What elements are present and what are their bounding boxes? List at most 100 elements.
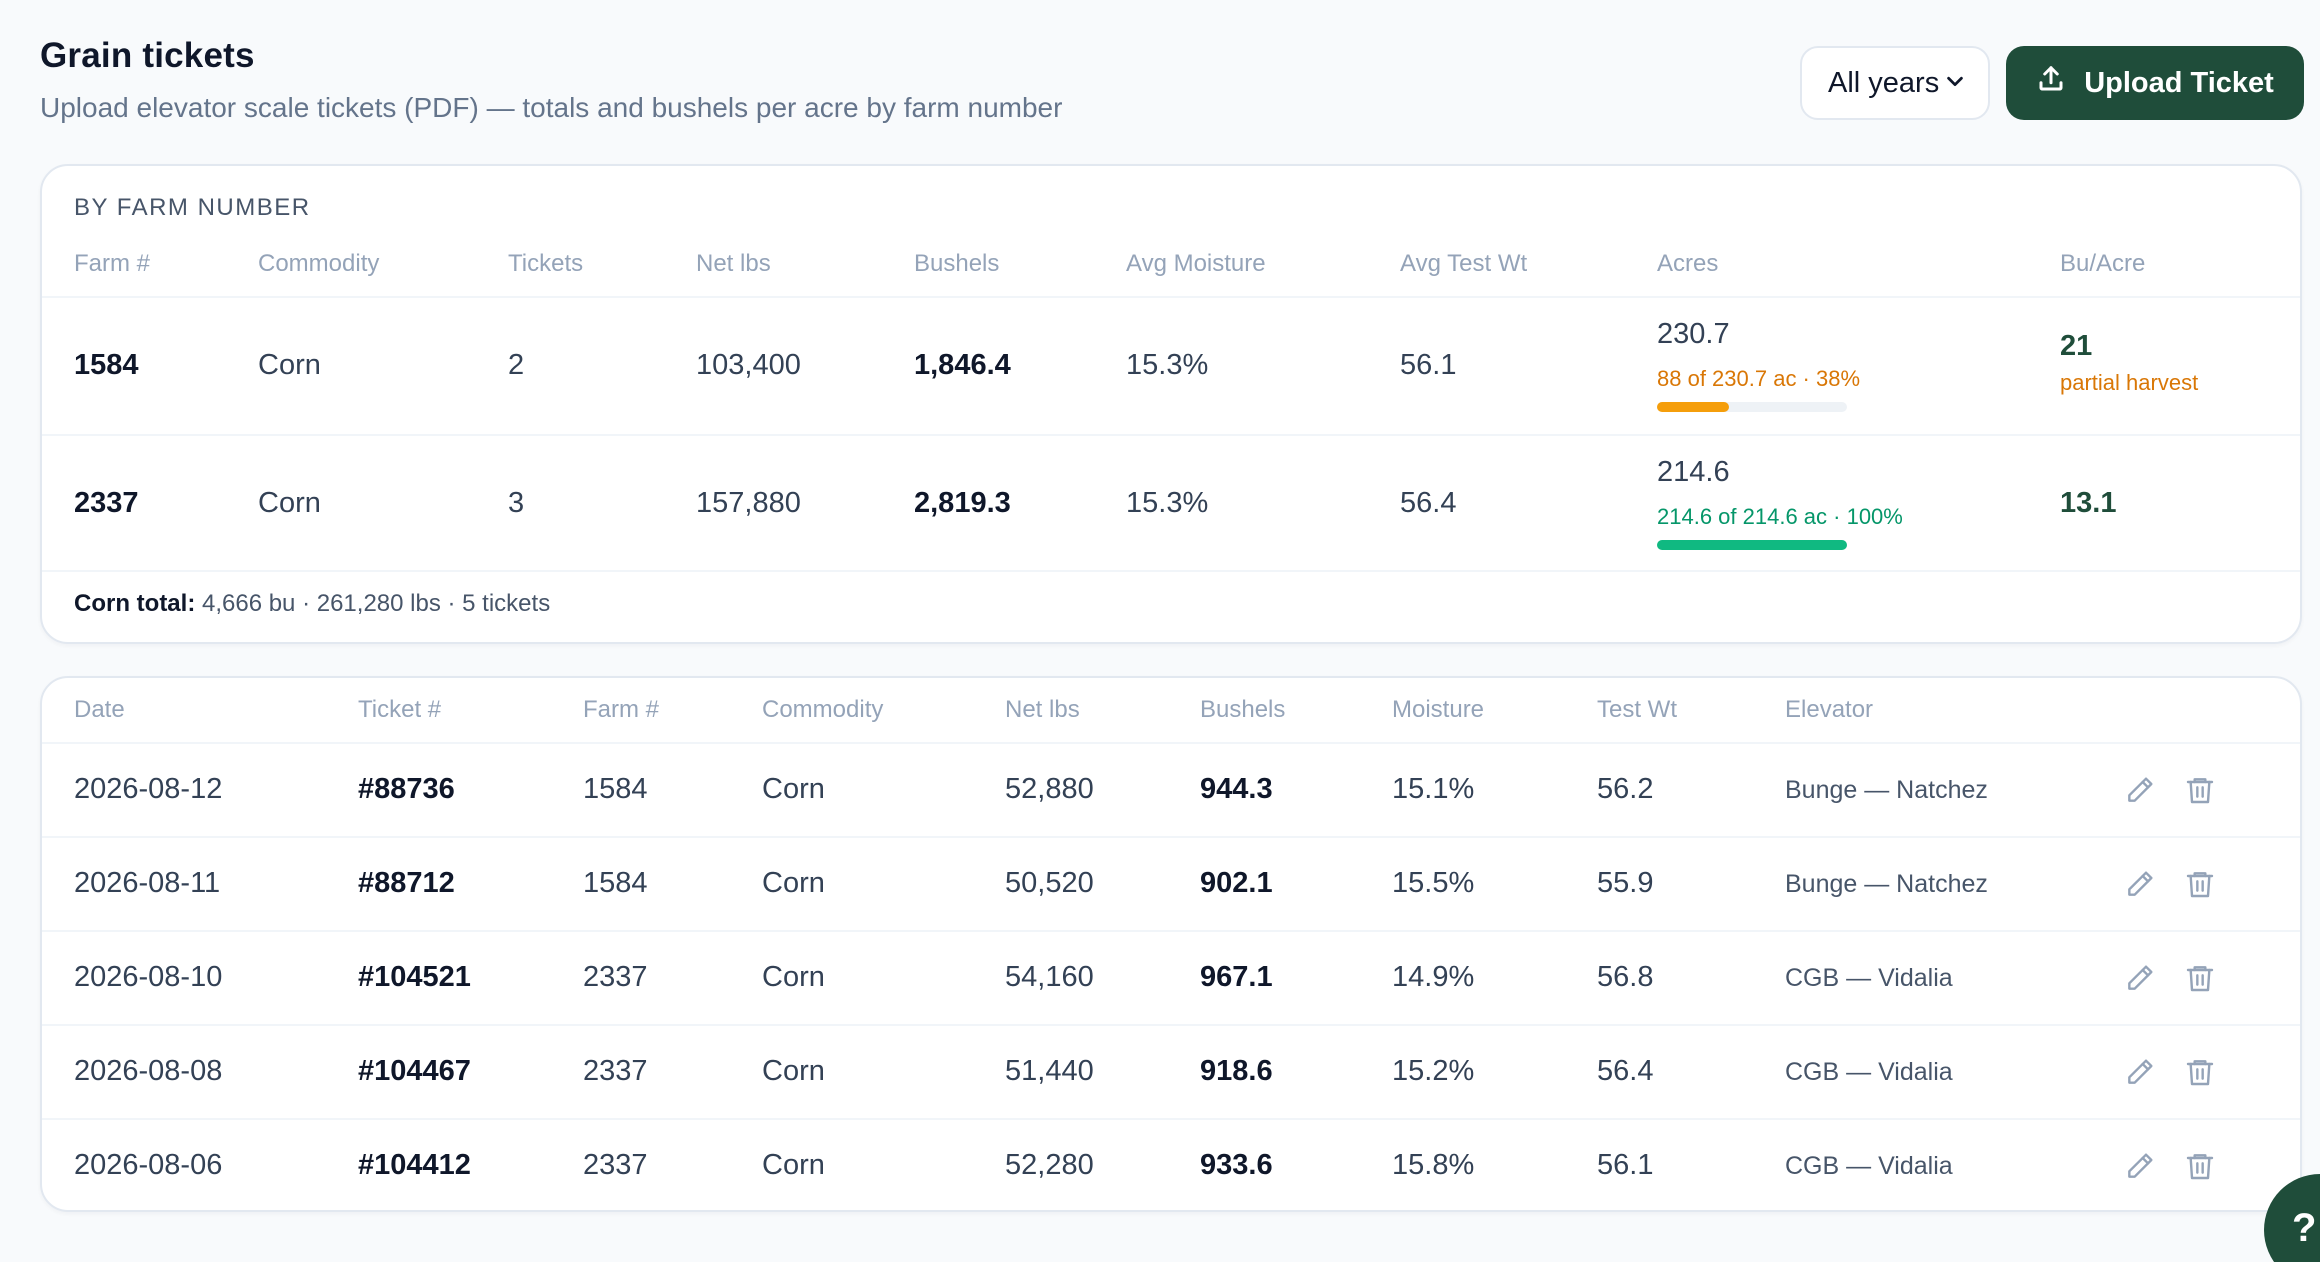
test-wt: 56.4 (1597, 1055, 1654, 1087)
bushels: 933.6 (1200, 1149, 1273, 1181)
divider (42, 742, 2300, 744)
trash-icon[interactable] (2184, 774, 2216, 806)
year-filter-select[interactable]: All years (1800, 46, 1990, 120)
acres-progress-label: 88 of 230.7 ac · 38% (1657, 366, 1861, 391)
year-filter-value: All years (1828, 66, 1940, 99)
ticket-count: 2 (508, 349, 525, 381)
column-header-avg-test-wt[interactable]: Avg Test Wt (1400, 250, 1528, 277)
farm-number: 1584 (583, 867, 648, 899)
column-header-bu-acre[interactable]: Bu/Acre (2060, 250, 2146, 277)
divider (42, 1118, 2300, 1120)
column-header-net-lbs[interactable]: Net lbs (1005, 696, 1080, 723)
pencil-icon[interactable] (2124, 962, 2156, 994)
divider (42, 836, 2300, 838)
net-lbs: 50,520 (1005, 867, 1094, 899)
avg-test-wt: 56.1 (1400, 349, 1457, 381)
column-header-ticket[interactable]: Ticket # (358, 696, 442, 723)
commodity: Corn (258, 349, 321, 381)
ticket-date: 2026-08-10 (74, 961, 223, 993)
moisture: 14.9% (1392, 961, 1475, 993)
farm-number: 1584 (583, 773, 648, 805)
divider (42, 930, 2300, 932)
ticket-date: 2026-08-06 (74, 1149, 223, 1181)
pencil-icon[interactable] (2124, 1150, 2156, 1182)
column-header-farm[interactable]: Farm # (583, 696, 660, 723)
column-header-test-wt[interactable]: Test Wt (1597, 696, 1678, 723)
column-header-tickets[interactable]: Tickets (508, 250, 584, 277)
divider (42, 1024, 2300, 1026)
column-header-elevator[interactable]: Elevator (1785, 696, 1874, 723)
trash-icon[interactable] (2184, 868, 2216, 900)
total-value: 4,666 bu · 261,280 lbs · 5 tickets (201, 590, 551, 617)
elevator: CGB — Vidalia (1785, 964, 1953, 992)
moisture: 15.1% (1392, 773, 1475, 805)
pencil-icon[interactable] (2124, 774, 2156, 806)
column-header-commodity[interactable]: Commodity (762, 696, 884, 723)
column-header-bushels[interactable]: Bushels (1200, 696, 1286, 723)
farm-number: 2337 (583, 1055, 648, 1087)
page-header: Grain tickets Upload elevator scale tick… (40, 36, 2304, 124)
elevator: Bunge — Natchez (1785, 776, 1988, 804)
help-icon: ? (2292, 1206, 2317, 1250)
bushels: 1,846.4 (914, 349, 1011, 381)
bushels: 2,819.3 (914, 487, 1011, 519)
column-header-moisture[interactable]: Moisture (1392, 696, 1485, 723)
divider (42, 434, 2300, 436)
moisture: 15.8% (1392, 1149, 1475, 1181)
column-header-bushels[interactable]: Bushels (914, 250, 1000, 277)
test-wt: 56.1 (1597, 1149, 1654, 1181)
test-wt: 56.8 (1597, 961, 1654, 993)
elevator: CGB — Vidalia (1785, 1152, 1953, 1180)
header-actions: All years Upload Ticket (1800, 46, 2304, 120)
divider (42, 570, 2300, 572)
bushels: 967.1 (1200, 961, 1273, 993)
avg-test-wt: 56.4 (1400, 487, 1457, 519)
ticket-date: 2026-08-12 (74, 773, 223, 805)
net-lbs: 54,160 (1005, 961, 1094, 993)
acres-progress-fill (1657, 540, 1847, 550)
commodity: Corn (762, 1149, 825, 1181)
upload-ticket-button[interactable]: Upload Ticket (2006, 46, 2304, 120)
farm-number: 2337 (583, 961, 648, 993)
acres-progress-label: 214.6 of 214.6 ac · 100% (1657, 504, 1903, 529)
trash-icon[interactable] (2184, 1150, 2216, 1182)
column-header-date[interactable]: Date (74, 696, 125, 723)
upload-ticket-label: Upload Ticket (2084, 66, 2274, 99)
acres: 214.6 (1657, 456, 1730, 488)
column-header-avg-moisture[interactable]: Avg Moisture (1126, 250, 1266, 277)
trash-icon[interactable] (2184, 962, 2216, 994)
ticket-date: 2026-08-11 (74, 867, 221, 899)
title-block: Grain tickets Upload elevator scale tick… (40, 36, 1062, 124)
trash-icon[interactable] (2184, 1056, 2216, 1088)
pencil-icon[interactable] (2124, 868, 2156, 900)
acres-progress-fill (1657, 402, 1730, 412)
upload-icon (2036, 64, 2066, 102)
ticket-number: #104412 (358, 1149, 471, 1181)
acres-progress-bar (1657, 402, 1847, 412)
column-header-farm[interactable]: Farm # (74, 250, 151, 277)
column-header-acres[interactable]: Acres (1657, 250, 1719, 277)
page-title: Grain tickets (40, 36, 255, 75)
commodity: Corn (258, 487, 321, 519)
commodity: Corn (762, 773, 825, 805)
elevator: CGB — Vidalia (1785, 1058, 1953, 1086)
test-wt: 55.9 (1597, 867, 1654, 899)
commodity-total: Corn total: 4,666 bu · 261,280 lbs · 5 t… (74, 590, 550, 618)
net-lbs: 103,400 (696, 349, 801, 381)
commodity: Corn (762, 961, 825, 993)
ticket-date: 2026-08-08 (74, 1055, 223, 1087)
net-lbs: 51,440 (1005, 1055, 1094, 1087)
column-header-commodity[interactable]: Commodity (258, 250, 380, 277)
chevron-down-icon (1944, 67, 1966, 100)
tickets-table-card: Date Ticket # Farm # Commodity Net lbs B… (40, 676, 2302, 1212)
divider (42, 296, 2300, 298)
pencil-icon[interactable] (2124, 1056, 2156, 1088)
column-header-net-lbs[interactable]: Net lbs (696, 250, 771, 277)
page-subtitle: Upload elevator scale tickets (PDF) — to… (40, 92, 1063, 123)
ticket-count: 3 (508, 487, 525, 519)
acres-progress-bar (1657, 540, 1847, 550)
ticket-number: #104467 (358, 1055, 471, 1087)
section-label: BY FARM NUMBER (74, 194, 311, 221)
partial-harvest-note: partial harvest (2060, 370, 2199, 395)
farm-summary-card: BY FARM NUMBER Farm # Commodity Tickets … (40, 164, 2302, 644)
